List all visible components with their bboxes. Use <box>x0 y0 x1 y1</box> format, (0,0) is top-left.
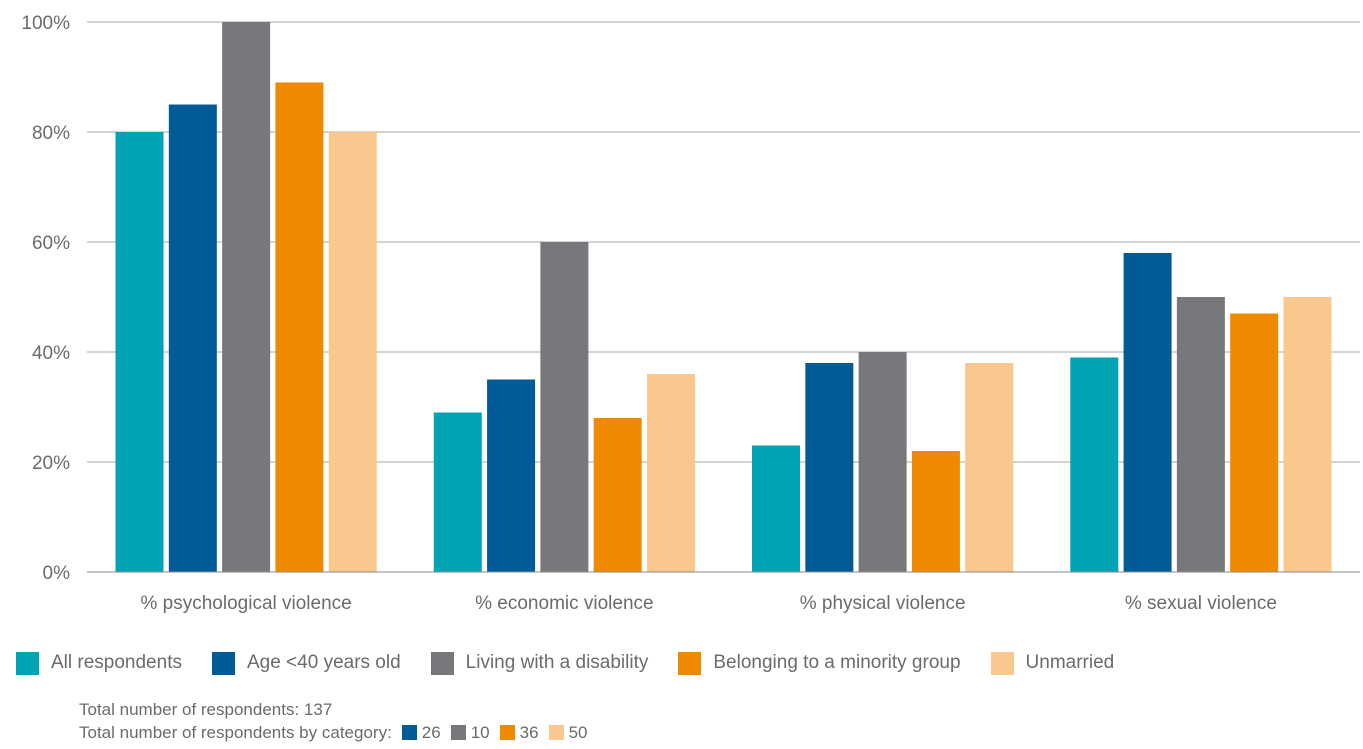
bar <box>1176 297 1225 572</box>
category-count-swatch <box>401 725 417 740</box>
legend-item: Unmarried <box>990 651 1115 675</box>
x-category-label: % physical violence <box>800 593 966 614</box>
category-count-swatch <box>450 725 466 740</box>
bar <box>965 363 1014 572</box>
legend-label: Age <40 years old <box>246 652 401 673</box>
category-count-value: 50 <box>568 723 588 742</box>
y-tick-label: 100% <box>21 13 70 34</box>
legend-item: All respondents <box>16 651 182 675</box>
respondents-by-category-note: Total number of respondents by category:… <box>79 721 587 744</box>
bar <box>646 374 695 572</box>
bar <box>487 379 536 572</box>
category-count: 10 <box>450 721 490 744</box>
total-respondents-text: Total number of respondents: 137 <box>79 700 333 719</box>
legend-label: Belonging to a minority group <box>713 652 961 673</box>
legend-item: Living with a disability <box>430 651 649 675</box>
bar <box>433 412 482 572</box>
y-tick-label: 40% <box>32 343 70 364</box>
y-tick-label: 0% <box>43 563 71 584</box>
bar <box>911 451 960 572</box>
bar <box>593 418 642 572</box>
category-count: 36 <box>499 721 539 744</box>
y-tick-label: 80% <box>32 123 70 144</box>
bar <box>115 132 164 572</box>
x-category-label: % economic violence <box>475 593 653 614</box>
category-count-value: 36 <box>519 723 539 742</box>
bar <box>168 104 217 572</box>
legend: All respondents Age <40 years old Living w… <box>16 648 1114 678</box>
y-tick-label: 60% <box>32 233 70 254</box>
legend-swatch <box>16 651 39 675</box>
bar <box>540 242 589 572</box>
bar <box>1283 297 1332 572</box>
legend-swatch <box>990 651 1014 675</box>
bar <box>1070 357 1119 572</box>
y-tick-label: 20% <box>32 453 70 474</box>
total-respondents-note: Total number of respondents: 137 <box>79 698 587 721</box>
bar <box>858 352 907 572</box>
category-count: 50 <box>548 721 588 744</box>
legend-item: Age <40 years old <box>211 651 401 675</box>
bar <box>752 445 801 572</box>
legend-label: All respondents <box>51 652 182 673</box>
bar-chart: 0% 20% 40% 60% 80% 100% % psychological viole… <box>21 13 1360 614</box>
legend-label: Living with a disability <box>465 652 649 673</box>
bars <box>115 22 1332 572</box>
bar <box>222 22 271 572</box>
category-count-value: 26 <box>421 723 441 742</box>
x-category-label: % psychological violence <box>141 593 352 614</box>
x-category-label: % sexual violence <box>1125 593 1277 614</box>
category-count-value: 10 <box>470 723 490 742</box>
category-count: 26 <box>401 721 441 744</box>
legend-swatch <box>678 651 702 675</box>
bar <box>275 82 324 572</box>
category-count-swatch <box>548 725 564 740</box>
legend-swatch <box>211 651 235 675</box>
respondent-notes: Total number of respondents: 137 Total n… <box>79 698 587 744</box>
category-count-swatch <box>499 725 515 740</box>
legend-swatch <box>430 651 454 675</box>
x-axis-category-labels: % psychological violence % economic viole… <box>141 593 1277 614</box>
bar <box>1230 313 1279 572</box>
bar <box>805 363 854 572</box>
legend-label: Unmarried <box>1025 652 1115 673</box>
bar <box>1123 253 1172 572</box>
bar <box>328 132 377 572</box>
y-axis-tick-labels: 0% 20% 40% 60% 80% 100% <box>21 13 70 584</box>
legend-item: Belonging to a minority group <box>678 651 961 675</box>
respondents-by-category-text: Total number of respondents by category: <box>79 723 392 742</box>
